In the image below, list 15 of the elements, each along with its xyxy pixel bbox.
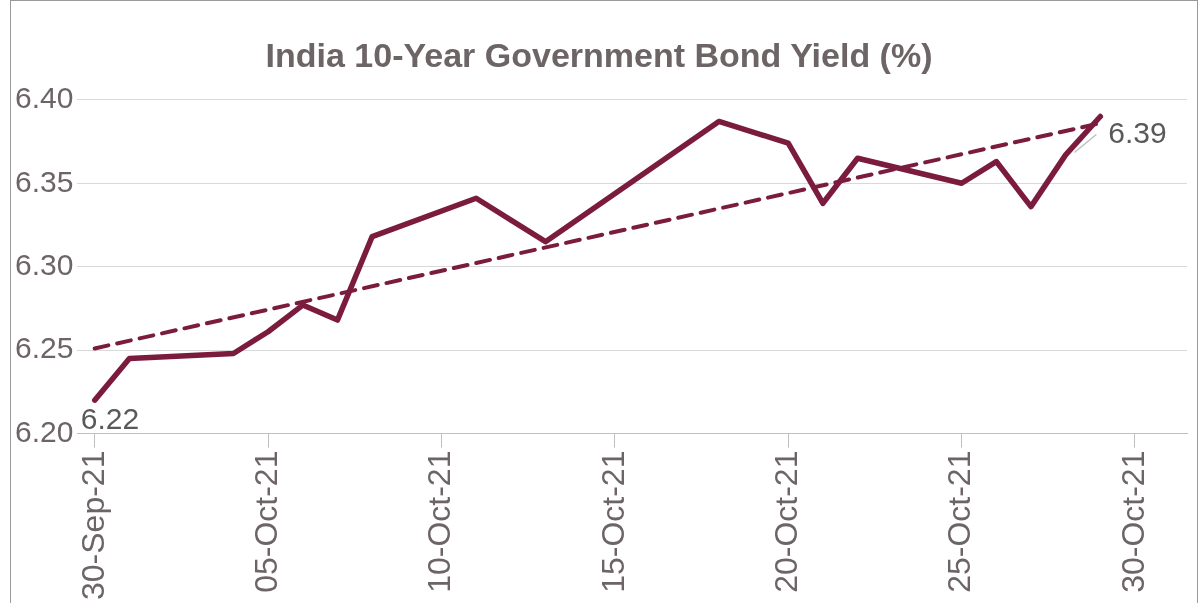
annotation: 6.39 <box>1108 115 1167 149</box>
y-tick-label: 6.25 <box>15 331 74 365</box>
x-tick-label: 25-Oct-21 <box>941 450 978 593</box>
y-tick-label: 6.20 <box>15 414 74 448</box>
x-tick-label: 30-Sep-21 <box>74 450 111 600</box>
y-tick-label: 6.30 <box>15 247 74 281</box>
x-tick-label: 30-Oct-21 <box>1114 450 1151 593</box>
annotation: 6.22 <box>80 402 140 436</box>
x-tick-label: 15-Oct-21 <box>594 450 631 593</box>
x-tick-label: 20-Oct-21 <box>768 450 805 593</box>
chart-title: India 10-Year Government Bond Yield (%) <box>265 35 933 74</box>
y-tick-label: 6.40 <box>15 81 74 115</box>
x-tick-label: 10-Oct-21 <box>421 450 458 593</box>
x-tick-label: 05-Oct-21 <box>247 450 284 593</box>
y-tick-label: 6.35 <box>15 164 74 198</box>
